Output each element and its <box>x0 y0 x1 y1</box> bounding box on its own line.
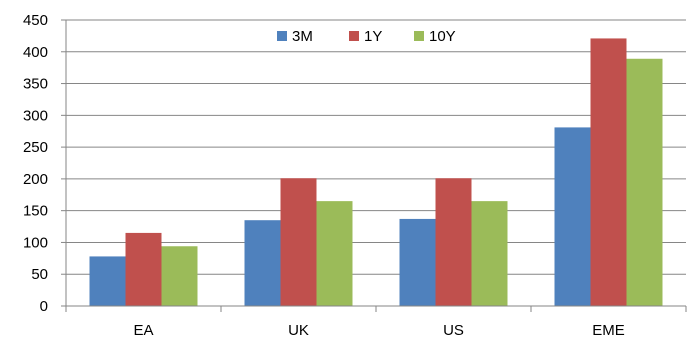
legend-label-10y: 10Y <box>429 28 456 45</box>
bar-3m-us <box>399 218 436 306</box>
bar-1y-uk <box>280 178 317 306</box>
legend-swatch-1y <box>349 31 359 41</box>
bar-10y-us <box>471 201 508 306</box>
axes: 0 50 100 150 200 250 300 350 400 450 EA UK US EME <box>23 12 687 339</box>
legend-label-1y: 1Y <box>364 28 382 45</box>
bar-3m-uk <box>244 220 281 306</box>
bar-1y-eme <box>590 38 627 306</box>
bars <box>89 38 663 306</box>
y-tick-label: 250 <box>23 139 48 156</box>
legend-swatch-3m <box>277 31 287 41</box>
bar-1y-us <box>435 178 472 306</box>
y-tick-label: 50 <box>31 266 48 283</box>
y-tick-label: 100 <box>23 234 48 251</box>
y-tick-label: 300 <box>23 107 48 124</box>
bar-3m-ea <box>89 256 126 306</box>
x-tick-label: UK <box>288 322 309 339</box>
y-tick-label: 200 <box>23 171 48 188</box>
y-tick-label: 450 <box>23 12 48 29</box>
y-tick-label: 0 <box>40 298 48 315</box>
y-tick-label: 350 <box>23 76 48 93</box>
grid-lines <box>66 19 686 275</box>
bar-1y-ea <box>125 232 162 306</box>
bar-10y-ea <box>161 246 198 306</box>
x-tick-label: EA <box>133 322 153 339</box>
legend-swatch-10y <box>414 31 424 41</box>
legend-label-3m: 3M <box>292 28 313 45</box>
y-tick-label: 150 <box>23 203 48 220</box>
x-tick-label: EME <box>592 322 625 339</box>
bar-10y-uk <box>316 201 353 306</box>
y-tick-label: 400 <box>23 44 48 61</box>
bar-10y-eme <box>626 58 663 306</box>
legend: 3M 1Y 10Y <box>277 28 456 45</box>
x-tick-label: US <box>443 322 464 339</box>
bar-3m-eme <box>554 127 591 306</box>
